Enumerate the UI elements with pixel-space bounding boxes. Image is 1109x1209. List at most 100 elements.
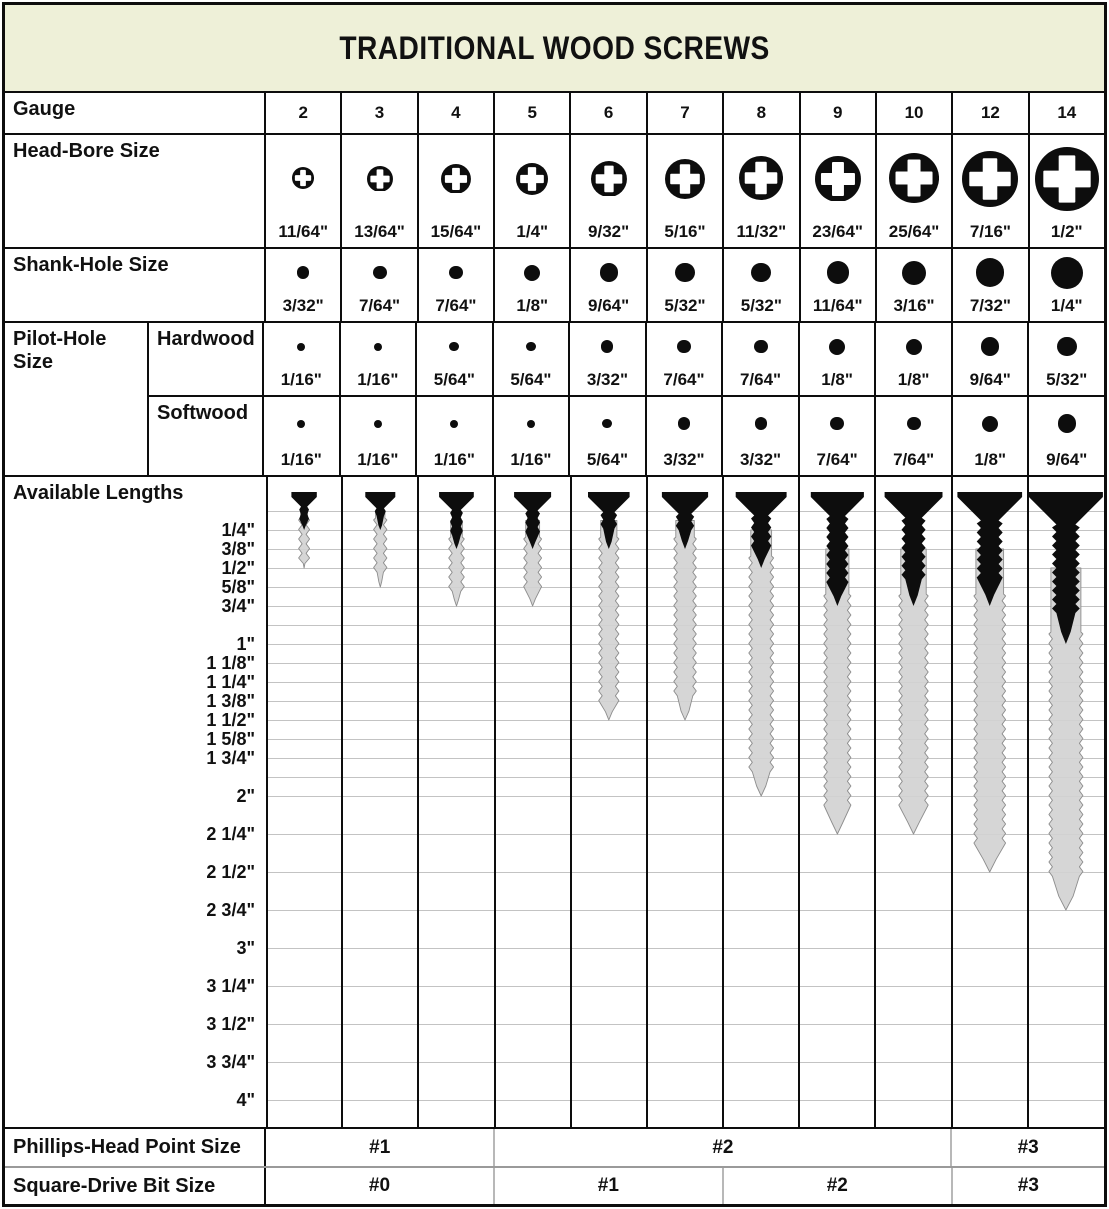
head-bore-cell: 1/4"	[495, 135, 572, 247]
shank-hole-dot	[448, 265, 463, 280]
pilot_hardwood-cell: 3/32"	[570, 323, 647, 395]
gridline	[266, 834, 1104, 835]
pilot_softwood-cell: 1/16"	[494, 397, 571, 475]
pilot-hole-size: 9/64"	[969, 370, 1011, 389]
shank-hole-dot	[297, 266, 310, 279]
gridline	[266, 777, 1104, 778]
screw-black-shape	[884, 492, 943, 606]
pilot-hole-size: 1/16"	[357, 450, 399, 469]
head-bore-cell: 15/64"	[419, 135, 496, 247]
length-tick-label: 5/8"	[221, 577, 255, 597]
shank-hole-row-label: Shank-Hole Size	[5, 249, 266, 321]
screw-shape	[598, 520, 620, 721]
screw-black-shape	[1028, 492, 1103, 644]
screw-shape	[298, 510, 311, 569]
gauge-number: 7	[648, 93, 725, 133]
pilot-hole-size: 9/64"	[1046, 450, 1088, 469]
pilot-hole-dot	[525, 341, 536, 352]
pilot-hole-dot	[753, 339, 768, 354]
phillips-head-icon	[889, 153, 940, 204]
pilot-hole-size: 1/16"	[510, 450, 552, 469]
length-tick-label: 1 3/4"	[206, 748, 255, 768]
square-drive-bit-size: #0	[368, 1175, 391, 1196]
screw-shape	[673, 520, 697, 721]
square-drive-bit-size: #2	[721, 1168, 951, 1204]
shank-cell: 7/32"	[953, 249, 1030, 321]
length-tick-label: 1 1/4"	[206, 672, 255, 692]
pilot-hole-dot	[981, 337, 1000, 356]
shank-hole-size: 3/16"	[893, 296, 935, 315]
pilot-hole-size: 5/64"	[510, 370, 552, 389]
pilot-hole-size: 7/64"	[816, 450, 858, 469]
length-tick-label: 3"	[236, 938, 255, 958]
head-bore-size: 9/32"	[588, 222, 630, 241]
hardwood-cells: 1/16" 1/16" 5/64" 5/64" 3/32" 7/64" 7/64" 1/8" 1…	[264, 323, 1104, 395]
pilot-hole-size: 7/64"	[739, 370, 782, 389]
phillips-point-row: Phillips-Head Point Size #1 #2 #3	[5, 1129, 1104, 1168]
phillips-head-icon	[440, 163, 471, 194]
column-divider	[645, 477, 648, 1127]
length-tick-label: 3/4"	[221, 596, 255, 616]
square-drive-row-label: Square-Drive Bit Size	[5, 1168, 266, 1204]
pilot-hole-dot	[1056, 336, 1077, 357]
length-tick-label: 3 3/4"	[206, 1052, 255, 1072]
pilot-hole-dot	[601, 340, 614, 353]
shank-cell: 11/64"	[801, 249, 877, 321]
pilot-hole-dot	[677, 417, 691, 430]
pilot-hole-dot	[830, 416, 845, 431]
pilot-hole-size: 1/16"	[280, 370, 322, 389]
pilot-hole-dot	[450, 419, 459, 428]
gauge-cells: 2 3 4 5 6 7 8 9 10 12 14	[266, 93, 1104, 133]
pilot-hole-dot	[906, 416, 921, 431]
screw-shape	[448, 520, 465, 607]
head-bore-cell: 11/64"	[266, 135, 343, 247]
shank-hole-size: 1/4"	[1050, 296, 1083, 315]
gauge-number: 8	[724, 93, 801, 133]
shank-cell: 9/64"	[571, 249, 648, 321]
shank-hole-size: 7/32"	[969, 296, 1011, 315]
pilot_hardwood-cell: 7/64"	[647, 323, 724, 395]
pilot_hardwood-cell: 5/64"	[494, 323, 571, 395]
pilot_softwood-cell: 3/32"	[723, 397, 800, 475]
column-divider	[417, 477, 420, 1127]
pilot_hardwood-cell: 1/16"	[341, 323, 418, 395]
phillips-point-size: #2	[493, 1129, 950, 1166]
screw-black-shape	[291, 492, 317, 530]
screw-shape	[1048, 567, 1084, 911]
pilot_hardwood-cell: 5/32"	[1029, 323, 1104, 395]
pilot-hole-size: 1/16"	[433, 450, 475, 469]
pilot-hole-size: 1/16"	[357, 370, 399, 389]
pilot_softwood-cell: 7/64"	[800, 397, 877, 475]
pilot-hole-size: 7/64"	[893, 450, 935, 469]
column-divider	[493, 477, 496, 1127]
phillips-point-cells: #1 #2 #3	[266, 1129, 1104, 1166]
head-bore-size: 5/16"	[664, 222, 706, 241]
head-bore-size: 1/2"	[1050, 222, 1083, 241]
pilot-hole-dot	[982, 415, 999, 432]
length-tick-label: 1 5/8"	[206, 729, 255, 749]
screw-black-shape	[735, 492, 787, 568]
pilot-hole-size: 1/8"	[897, 370, 930, 389]
column-divider	[722, 477, 725, 1127]
page-title: TRADITIONAL WOOD SCREWS	[339, 29, 770, 66]
pilot-hole-size: 1/8"	[974, 450, 1007, 469]
pilot_softwood-cell: 5/64"	[570, 397, 647, 475]
shank-hole-row: Shank-Hole Size 3/32" 7/64" 7/64" 1/8" 9/64"…	[5, 249, 1104, 323]
screw-shape	[823, 548, 852, 835]
head-bore-size: 11/64"	[278, 222, 329, 241]
screw-black-shape	[810, 492, 864, 606]
square-drive-cells: #0 #1 #2 #3	[266, 1168, 1104, 1204]
head-bore-cells: 11/64" 13/64" 15/64" 1/4" 9/32" 5/16" 11/32" 23…	[266, 135, 1104, 247]
length-tick-label: 1 3/8"	[206, 691, 255, 711]
gridline	[266, 796, 1104, 797]
pilot-hole-dot	[602, 418, 613, 429]
phillips-point-size: #3	[950, 1129, 1104, 1166]
head-bore-row: Head-Bore Size 11/64" 13/64" 15/64" 1/4" 9/3…	[5, 135, 1104, 249]
pilot_softwood-cell: 1/16"	[341, 397, 418, 475]
gauge-number: 6	[571, 93, 648, 133]
shank-hole-size: 7/64"	[358, 296, 401, 315]
square-drive-bit-size: #3	[950, 1168, 1104, 1204]
pilot-hole-size: 3/32"	[663, 450, 705, 469]
screw-black-shape	[588, 492, 630, 549]
